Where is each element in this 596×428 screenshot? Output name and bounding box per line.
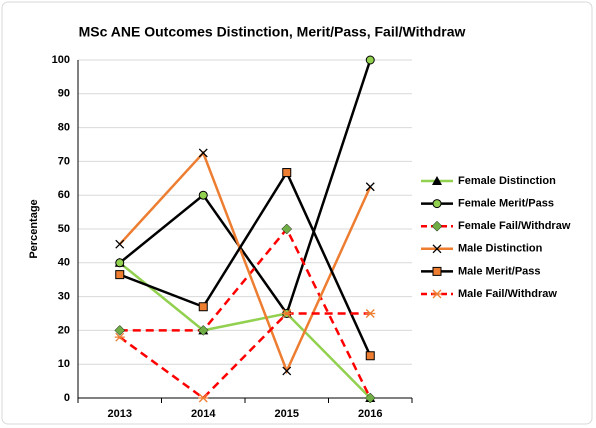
y-tick-label: 50 — [58, 223, 70, 235]
x-tick-label: 2016 — [358, 408, 382, 420]
series-line — [119, 312, 371, 400]
y-tick-label: 80 — [58, 122, 70, 134]
y-tick-label: 30 — [58, 291, 70, 303]
data-point — [281, 309, 292, 318]
series-line — [119, 169, 372, 357]
legend-label: Female Fail/Withdraw — [458, 220, 571, 232]
y-tick-label: 10 — [58, 358, 70, 370]
legend-marker — [432, 176, 442, 185]
data-point — [282, 168, 292, 178]
data-point — [114, 332, 125, 342]
data-point — [114, 325, 126, 336]
x-tick-label: 2015 — [275, 408, 299, 420]
data-point — [198, 148, 208, 158]
legend-marker — [432, 289, 442, 299]
data-point — [365, 182, 375, 192]
legend-marker — [431, 220, 443, 232]
data-point — [365, 309, 376, 318]
data-point — [115, 239, 125, 249]
y-tick-label: 70 — [58, 155, 70, 167]
series-line — [118, 261, 372, 399]
y-tick-label: 100 — [52, 54, 70, 66]
data-point — [282, 366, 292, 376]
data-point — [281, 223, 293, 235]
chart-title: MSc ANE Outcomes Distinction, Merit/Pass… — [79, 24, 466, 40]
legend-label: Male Merit/Pass — [458, 265, 541, 277]
data-point — [365, 55, 375, 65]
legend-marker — [432, 266, 442, 276]
data-point — [197, 325, 209, 336]
data-point — [115, 270, 125, 280]
x-tick-label: 2013 — [108, 408, 132, 420]
legend-marker — [432, 244, 442, 254]
series-line — [119, 226, 372, 399]
y-tick-label: 20 — [58, 324, 70, 336]
data-point — [115, 258, 125, 268]
data-point — [365, 351, 375, 361]
y-tick-label: 90 — [58, 88, 70, 100]
y-tick-label: 60 — [58, 189, 70, 201]
series-line — [118, 150, 372, 375]
data-point — [198, 190, 208, 200]
series-line — [118, 59, 372, 317]
legend-label: Female Merit/Pass — [458, 198, 554, 210]
legend-label: Female Distinction — [458, 175, 556, 187]
data-point — [198, 393, 209, 403]
y-tick-label: 0 — [64, 392, 70, 404]
x-tick-label: 2014 — [191, 408, 216, 420]
y-tick-label: 40 — [58, 257, 70, 269]
y-axis-title: Percentage — [28, 199, 40, 258]
legend-label: Male Distinction — [458, 243, 543, 255]
legend-marker — [432, 199, 442, 209]
data-point — [198, 302, 208, 312]
legend-label: Male Fail/Withdraw — [458, 288, 557, 300]
data-point — [364, 392, 376, 404]
